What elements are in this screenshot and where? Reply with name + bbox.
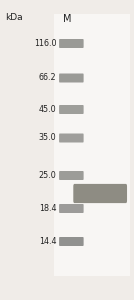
FancyBboxPatch shape — [59, 74, 84, 82]
Text: 25.0: 25.0 — [39, 171, 56, 180]
FancyBboxPatch shape — [73, 184, 127, 203]
Text: 18.4: 18.4 — [39, 204, 56, 213]
FancyBboxPatch shape — [59, 39, 84, 48]
Text: 35.0: 35.0 — [39, 134, 56, 142]
Text: M: M — [63, 14, 71, 23]
FancyBboxPatch shape — [59, 171, 84, 180]
Text: 45.0: 45.0 — [39, 105, 56, 114]
FancyBboxPatch shape — [59, 105, 84, 114]
Text: 14.4: 14.4 — [39, 237, 56, 246]
FancyBboxPatch shape — [59, 204, 84, 213]
FancyBboxPatch shape — [59, 134, 84, 142]
FancyBboxPatch shape — [59, 237, 84, 246]
Text: 66.2: 66.2 — [39, 74, 56, 82]
Text: 116.0: 116.0 — [34, 39, 56, 48]
Bar — [54, 14, 130, 276]
Text: kDa: kDa — [5, 14, 23, 22]
